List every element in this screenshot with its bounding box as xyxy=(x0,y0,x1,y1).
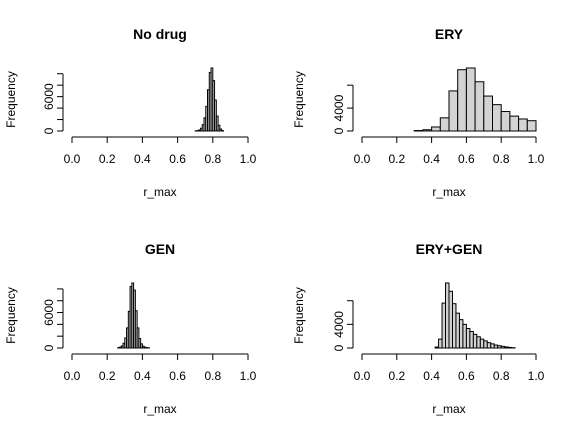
histogram-bar xyxy=(479,338,485,349)
x-tick-label: 0.4 xyxy=(423,369,440,383)
x-tick-label: 0.6 xyxy=(458,152,475,166)
histogram-bar xyxy=(214,99,217,132)
histogram-bar xyxy=(469,330,474,349)
y-tick-label: 4000 xyxy=(332,94,346,121)
x-tick-label: 0.2 xyxy=(99,369,116,383)
x-tick-label: 0.8 xyxy=(493,152,510,166)
histogram-bar xyxy=(518,118,528,132)
x-tick-label: 0.4 xyxy=(134,369,151,383)
histogram-bar xyxy=(431,126,441,132)
histogram-bar xyxy=(492,104,502,132)
panel-title: ERY xyxy=(435,26,464,42)
histogram-bar xyxy=(215,115,219,132)
histogram-bar xyxy=(422,129,433,132)
x-axis-label: r_max xyxy=(432,185,465,199)
x-tick-label: 0.8 xyxy=(204,369,221,383)
histogram-panel-3: GEN 0.0 0.2 0.4 0.6 0.8 1.0 r_max 0 6000 Frequency xyxy=(4,241,257,416)
histogram-bar xyxy=(465,67,476,132)
histogram-bar xyxy=(486,342,492,349)
x-tick-label: 0.0 xyxy=(354,152,371,166)
x-tick-label: 0.6 xyxy=(169,369,186,383)
y-axis-label: Frequency xyxy=(4,71,18,128)
histogram-bar xyxy=(438,338,443,349)
histogram-bar xyxy=(458,319,464,349)
histogram-bar xyxy=(504,346,509,349)
histogram-bar xyxy=(483,340,488,349)
histogram-bar xyxy=(500,111,511,132)
histogram-bar xyxy=(445,282,450,349)
histogram-bar xyxy=(217,124,221,132)
panel-title: ERY+GEN xyxy=(416,241,483,257)
histogram-bar xyxy=(509,115,520,132)
x-tick-label: 0.6 xyxy=(458,369,475,383)
histogram-bar xyxy=(500,345,506,349)
histogram-bar xyxy=(434,346,440,349)
histogram-bar xyxy=(490,343,495,349)
y-axis-label: Frequency xyxy=(4,287,18,344)
histogram-bar xyxy=(472,333,478,349)
histogram-bar xyxy=(219,128,223,132)
panel-title: GEN xyxy=(145,241,175,257)
x-axis-label: r_max xyxy=(143,185,176,199)
histogram-panel-2: ERY 0.0 0.2 0.4 0.6 0.8 1.0 r_max 0 4000 Frequency xyxy=(292,26,545,199)
histogram-bar xyxy=(448,290,453,349)
x-tick-label: 0.4 xyxy=(423,152,440,166)
histogram-bar xyxy=(455,312,460,349)
histogram-bar xyxy=(507,346,513,349)
histogram-bar xyxy=(457,69,467,132)
x-axis-label: r_max xyxy=(432,402,465,416)
y-tick-label: 6000 xyxy=(42,83,56,110)
y-tick-label: 0 xyxy=(42,344,56,351)
histogram-bar xyxy=(483,95,493,132)
histogram-bar xyxy=(526,120,537,132)
y-tick-label: 4000 xyxy=(332,311,346,338)
x-tick-label: 0.0 xyxy=(64,152,81,166)
x-axis-label: r_max xyxy=(143,402,176,416)
x-tick-label: 0.2 xyxy=(388,152,405,166)
x-tick-label: 0.0 xyxy=(354,369,371,383)
histogram-bar xyxy=(474,81,485,132)
histogram-bar xyxy=(493,344,499,349)
histogram-bar xyxy=(136,327,140,349)
histogram-bar xyxy=(465,328,471,349)
histogram-bar xyxy=(439,117,450,132)
histogram-bar xyxy=(448,90,459,132)
y-tick-label: 6000 xyxy=(42,299,56,326)
histogram-bar xyxy=(476,336,481,349)
histogram-bar xyxy=(497,345,502,349)
x-tick-label: 0.0 xyxy=(64,369,81,383)
x-tick-label: 1.0 xyxy=(528,369,545,383)
x-tick-label: 0.6 xyxy=(169,152,186,166)
x-tick-label: 0.8 xyxy=(493,369,510,383)
x-tick-label: 0.2 xyxy=(99,152,116,166)
y-tick-label: 0 xyxy=(42,127,56,134)
x-tick-label: 0.2 xyxy=(388,369,405,383)
histogram-bar xyxy=(441,302,447,349)
x-tick-label: 0.8 xyxy=(204,152,221,166)
x-tick-label: 1.0 xyxy=(240,369,257,383)
x-tick-label: 1.0 xyxy=(528,152,545,166)
histogram-bar xyxy=(462,323,467,349)
y-tick-label: 0 xyxy=(332,127,346,134)
histogram-bar xyxy=(138,338,142,349)
y-axis-label: Frequency xyxy=(292,71,306,128)
histogram-panel-1: No drug 0.0 0.2 0.4 0.6 0.8 1.0 r_max 0 6000 Frequ… xyxy=(4,26,257,199)
x-tick-label: 0.4 xyxy=(134,152,151,166)
x-tick-label: 1.0 xyxy=(240,152,257,166)
histogram-bar xyxy=(451,303,457,349)
histogram-panel-4: ERY+GEN 0.0 0.2 0.4 0.6 0.8 1.0 r_max 0 4000 Frequ… xyxy=(292,241,545,416)
y-axis-label: Frequency xyxy=(292,287,306,344)
panel-title: No drug xyxy=(133,26,187,42)
y-tick-label: 0 xyxy=(332,344,346,351)
